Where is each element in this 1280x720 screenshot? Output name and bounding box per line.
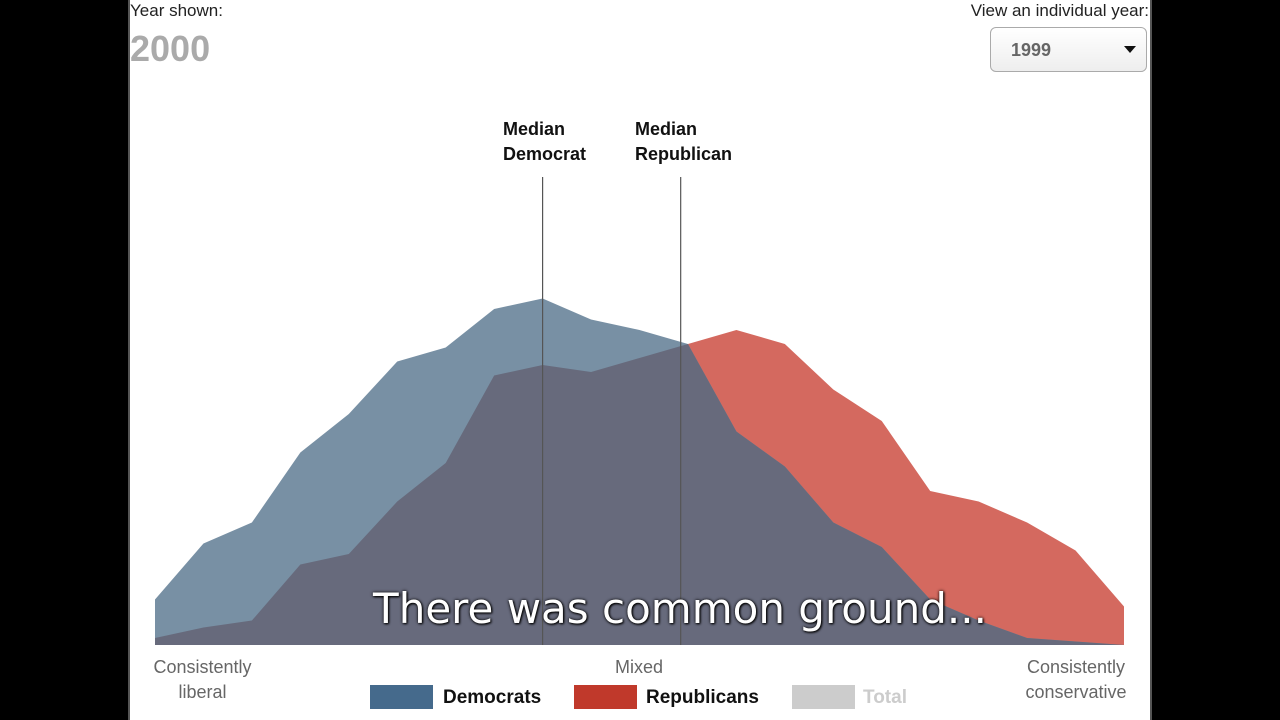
- video-subtitle: There was common ground...: [373, 584, 987, 633]
- legend-swatch-total[interactable]: [792, 685, 855, 709]
- median-label-line2: Republican: [635, 144, 733, 164]
- median-label-line1: Median: [503, 119, 566, 139]
- median-republican-label: Median Republican: [635, 117, 732, 167]
- x-label-liberal: Consistently liberal: [153, 657, 252, 702]
- legend-swatch-democrats[interactable]: [370, 685, 433, 709]
- legend-label-democrats[interactable]: Democrats: [443, 687, 542, 708]
- x-label-conservative: Consistently conservative: [1025, 657, 1127, 702]
- legend-swatch-republicans[interactable]: [574, 685, 637, 709]
- median-label-line2: Democrat: [503, 144, 587, 164]
- median-democrat-label: Median Democrat: [503, 117, 586, 167]
- year-shown-value: 2000: [130, 28, 211, 69]
- chevron-down-icon: [1124, 46, 1136, 53]
- year-dropdown[interactable]: 1999: [990, 27, 1147, 72]
- overlap-area: [155, 344, 1124, 645]
- year-dropdown-value: 1999: [1011, 40, 1052, 60]
- x-label-mixed: Mixed: [614, 657, 663, 677]
- view-year-label: View an individual year:: [970, 1, 1149, 20]
- legend-label-total[interactable]: Total: [863, 687, 907, 708]
- median-label-line1: Median: [635, 119, 698, 139]
- legend-label-republicans[interactable]: Republicans: [646, 687, 759, 708]
- year-shown-label: Year shown:: [130, 1, 223, 20]
